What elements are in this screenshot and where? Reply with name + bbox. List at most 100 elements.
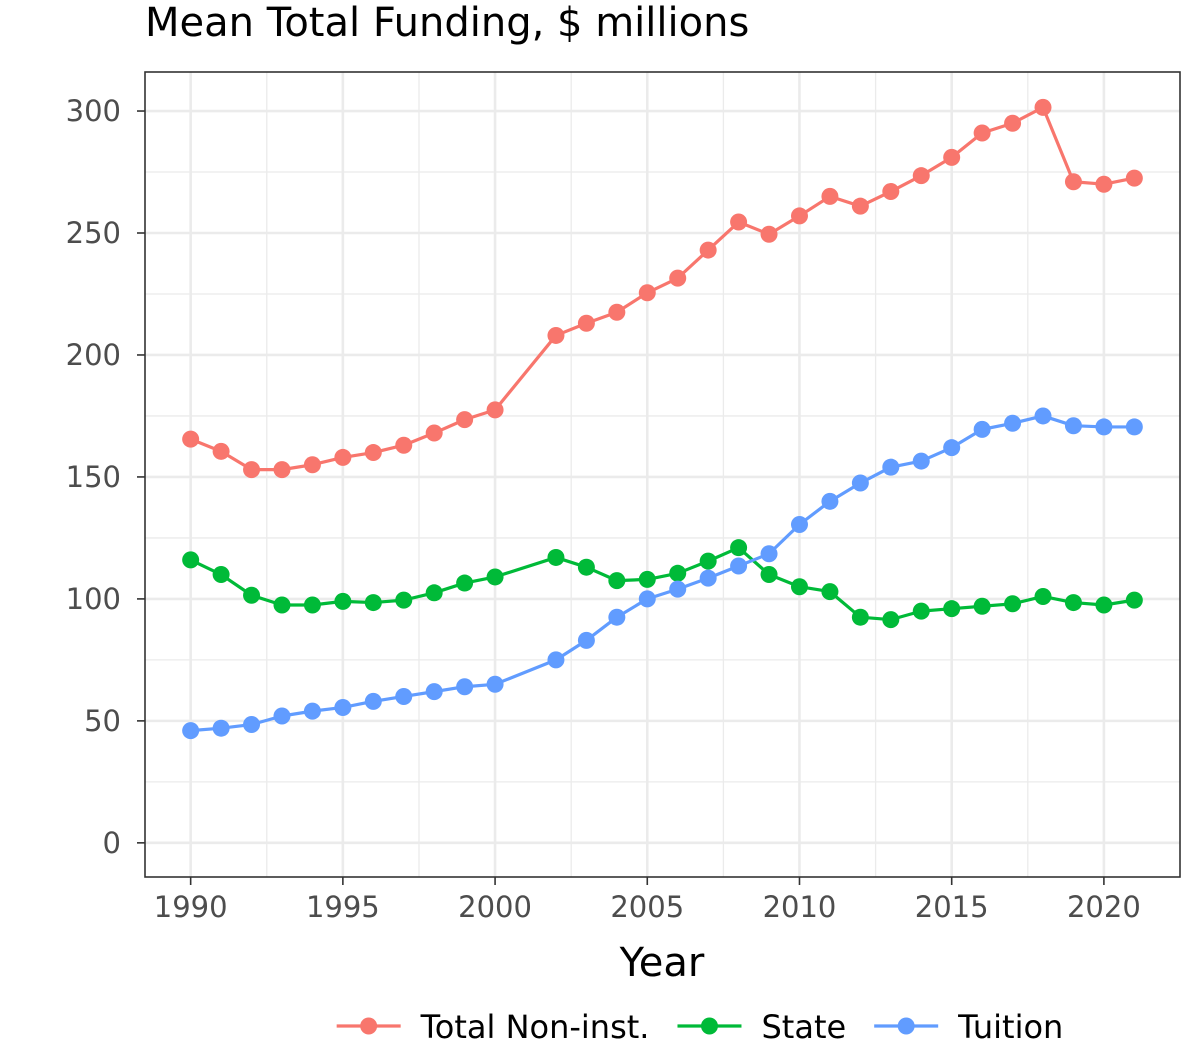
- data-point: [395, 436, 413, 454]
- data-point: [730, 557, 748, 575]
- data-point: [1095, 596, 1113, 614]
- data-point: [547, 326, 565, 344]
- data-point: [943, 148, 961, 166]
- series-1: [182, 539, 1143, 629]
- data-point: [273, 596, 291, 614]
- data-point: [182, 722, 200, 740]
- data-point: [760, 225, 778, 243]
- plot-panel-border: [144, 71, 1181, 878]
- data-point: [912, 452, 930, 470]
- data-point: [638, 570, 656, 588]
- data-point: [547, 548, 565, 566]
- data-point: [212, 442, 230, 460]
- data-point: [608, 608, 626, 626]
- series-layer: [182, 98, 1143, 740]
- data-point: [760, 566, 778, 584]
- data-point: [821, 492, 839, 510]
- x-tick-label: 2000: [458, 890, 532, 924]
- data-point: [669, 580, 687, 598]
- data-point: [577, 314, 595, 332]
- data-point: [699, 552, 717, 570]
- data-point: [912, 167, 930, 185]
- series-0: [182, 98, 1143, 479]
- data-point: [699, 569, 717, 587]
- data-point: [638, 590, 656, 608]
- y-tick-label: 150: [66, 460, 121, 494]
- legend-key-point: [360, 1017, 378, 1035]
- data-point: [1125, 591, 1143, 609]
- data-point: [212, 566, 230, 584]
- data-point: [1034, 407, 1052, 425]
- data-point: [425, 683, 443, 701]
- data-point: [1034, 587, 1052, 605]
- data-point: [1004, 414, 1022, 432]
- data-point: [1064, 173, 1082, 191]
- legend-label: State: [761, 1008, 846, 1046]
- data-point: [486, 568, 504, 586]
- chart-title: Mean Total Funding, $ millions: [145, 0, 750, 46]
- data-point: [608, 303, 626, 321]
- y-tick-label: 300: [66, 94, 121, 128]
- data-point: [973, 597, 991, 615]
- data-point: [1125, 418, 1143, 436]
- legend-label: Tuition: [957, 1008, 1063, 1046]
- data-point: [851, 197, 869, 215]
- legend: Total Non-inst. State Tuition: [336, 1008, 1063, 1046]
- data-point: [943, 600, 961, 618]
- series-2: [182, 407, 1143, 740]
- data-point: [577, 631, 595, 649]
- legend-key-point: [897, 1017, 915, 1035]
- y-tick-label: 100: [66, 582, 121, 616]
- y-tick-label: 50: [84, 704, 121, 738]
- data-point: [973, 420, 991, 438]
- data-point: [882, 458, 900, 476]
- y-tick-label: 0: [103, 826, 121, 860]
- data-point: [395, 687, 413, 705]
- data-point: [303, 596, 321, 614]
- major-gridlines: [145, 72, 1180, 877]
- y-tick-label: 200: [66, 338, 121, 372]
- data-point: [364, 444, 382, 462]
- data-point: [882, 611, 900, 629]
- x-tick-label: 2020: [1067, 890, 1141, 924]
- data-point: [1125, 169, 1143, 187]
- x-tick-label: 1990: [154, 890, 228, 924]
- data-point: [1004, 595, 1022, 613]
- data-point: [851, 474, 869, 492]
- data-point: [882, 183, 900, 201]
- data-point: [182, 551, 200, 569]
- data-point: [821, 583, 839, 601]
- data-point: [334, 698, 352, 716]
- x-axis-title: Year: [619, 940, 705, 986]
- data-point: [456, 411, 474, 429]
- data-point: [1004, 114, 1022, 132]
- minor-gridlines: [145, 72, 1180, 877]
- data-point: [699, 241, 717, 259]
- data-point: [456, 678, 474, 696]
- data-point: [1064, 417, 1082, 435]
- data-point: [395, 591, 413, 609]
- data-point: [303, 456, 321, 474]
- x-tick-label: 2010: [763, 890, 837, 924]
- legend-item: Tuition: [874, 1008, 1063, 1046]
- data-point: [243, 461, 261, 479]
- data-point: [790, 578, 808, 596]
- x-tick-label: 2005: [610, 890, 684, 924]
- data-point: [334, 592, 352, 610]
- data-point: [243, 716, 261, 734]
- data-point: [851, 608, 869, 626]
- data-point: [456, 574, 474, 592]
- legend-label: Total Non-inst.: [420, 1008, 650, 1046]
- data-point: [973, 124, 991, 142]
- axes-layer: 1990 1995 2000 2005 2010 2015 2020 0 50 100 150 200…: [66, 94, 1141, 924]
- data-point: [1034, 98, 1052, 116]
- data-point: [273, 461, 291, 479]
- data-point: [364, 594, 382, 612]
- data-point: [364, 692, 382, 710]
- data-point: [486, 675, 504, 693]
- data-point: [821, 187, 839, 205]
- data-point: [730, 213, 748, 231]
- legend-item: State: [677, 1008, 846, 1046]
- plot-panel-background: [145, 72, 1180, 877]
